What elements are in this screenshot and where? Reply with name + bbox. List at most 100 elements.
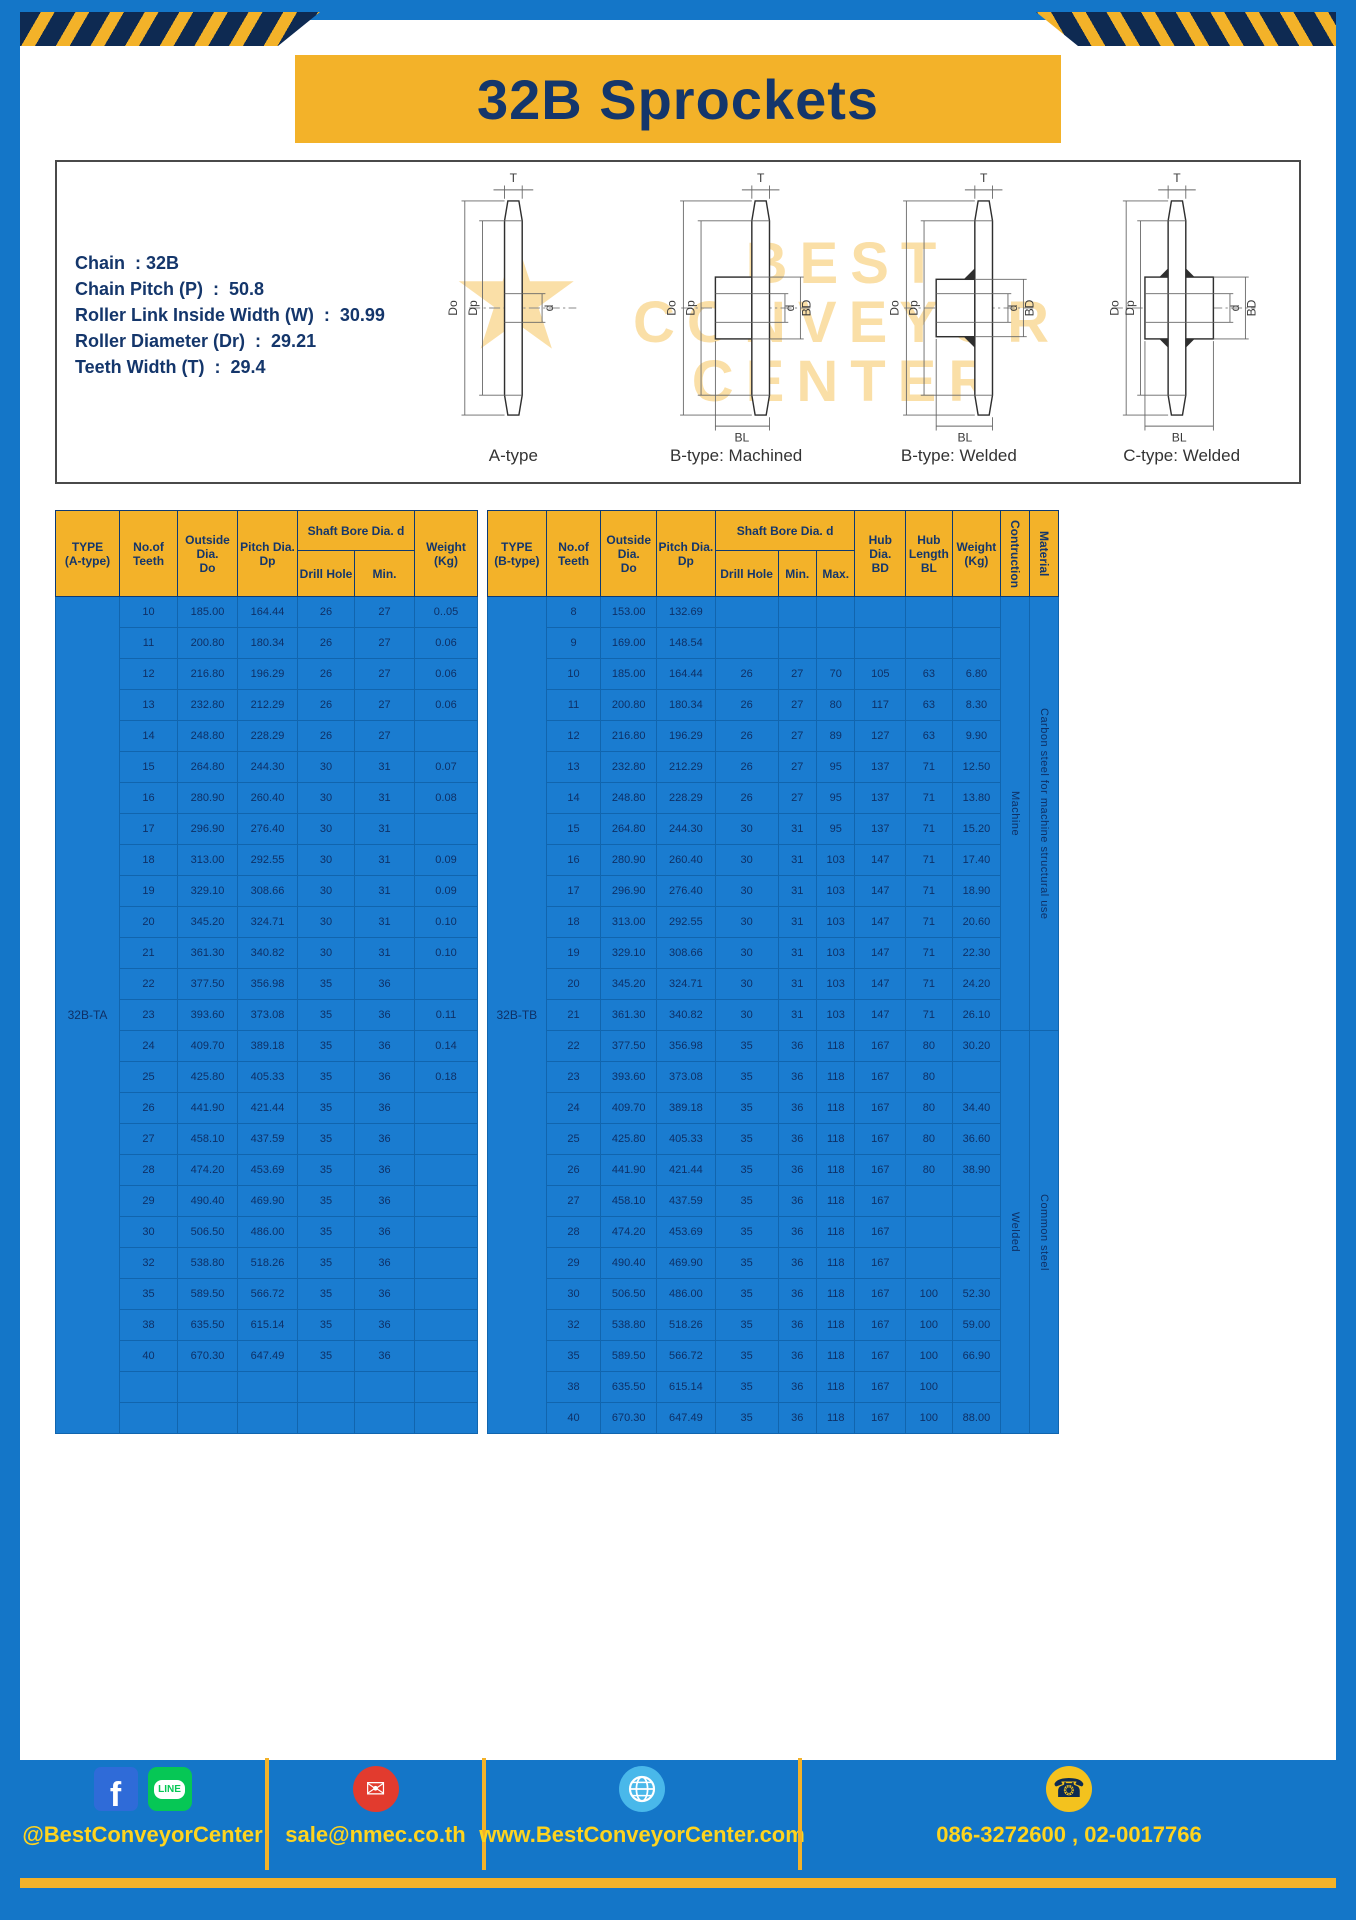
table-cell: 118 <box>815 1278 856 1310</box>
col-header-min: Min. <box>777 550 817 597</box>
table-row: 20 345.20 324.71 30 31 103 147 71 24.20 <box>488 968 1059 1000</box>
table-cell: 19 <box>119 875 178 907</box>
table-row: 21 361.30 340.82 30 31 103 147 71 26.10 <box>488 999 1059 1031</box>
table-cell: 31 <box>777 999 817 1031</box>
table-cell: 38 <box>119 1309 178 1341</box>
table-cell: 36 <box>777 1340 817 1372</box>
table-cell: 36 <box>354 1061 415 1093</box>
footer-website-section: www.BestConveyorCenter.com <box>479 1758 805 1876</box>
table-cell: 95 <box>815 813 856 845</box>
table-cell: 6.80 <box>951 658 1002 690</box>
table-cell: 35 <box>714 1278 779 1310</box>
table-cell: 35 <box>714 1123 779 1155</box>
table-cell: 30 <box>297 937 355 969</box>
table-cell: 36 <box>354 968 415 1000</box>
table-cell: 40 <box>119 1340 178 1372</box>
table-cell: 71 <box>905 751 953 783</box>
table-cell: 118 <box>815 1247 856 1279</box>
table-cell: 518.26 <box>656 1309 716 1341</box>
table-cell: 35 <box>119 1278 178 1310</box>
table-a-header: TYPE (A-type) No.of Teeth Outside Dia. D… <box>55 510 478 597</box>
table-cell: 31 <box>354 813 415 845</box>
table-row: 16 280.90 260.40 30 31 0.08 <box>56 782 478 814</box>
table-cell: 16 <box>119 782 178 814</box>
table-cell: 393.60 <box>600 1061 658 1093</box>
watermark-line: BEST <box>745 231 949 296</box>
table-cell <box>951 1061 1002 1093</box>
table-cell: 9 <box>545 627 602 659</box>
table-cell: 0.09 <box>414 875 478 907</box>
table-cell: 89 <box>815 720 856 752</box>
table-cell <box>414 1092 478 1124</box>
table-cell: 373.08 <box>237 999 298 1031</box>
diagram-panel: ★ BEST CONVEYOR CENTER Chain : 32B Chain… <box>55 160 1301 484</box>
table-row: 32 538.80 518.26 35 36 118 167 100 59.00 <box>488 1309 1059 1341</box>
dim-label-BL: BL <box>734 431 749 445</box>
col-header-weight: Weight (Kg) <box>951 510 1002 597</box>
table-cell: 486.00 <box>237 1216 298 1248</box>
table-cell: 280.90 <box>177 782 238 814</box>
table-cell: 118 <box>815 1185 856 1217</box>
table-row: 11 200.80 180.34 26 27 80 117 63 8.30 <box>488 689 1059 721</box>
table-cell: 63 <box>905 658 953 690</box>
table-cell: 30 <box>119 1216 178 1248</box>
table-cell: 31 <box>777 906 817 938</box>
table-cell: 19 <box>545 937 602 969</box>
table-row: 14 248.80 228.29 26 27 95 137 71 13.80 <box>488 782 1059 814</box>
table-cell: 27 <box>354 720 415 752</box>
table-cell: 27 <box>354 596 415 628</box>
table-cell: 490.40 <box>600 1247 658 1279</box>
table-cell: 27 <box>545 1185 602 1217</box>
table-cell: 80 <box>815 689 856 721</box>
table-cell: 26 <box>119 1092 178 1124</box>
table-cell: 185.00 <box>600 658 658 690</box>
table-cell: 260.40 <box>656 844 716 876</box>
table-cell: 566.72 <box>237 1278 298 1310</box>
table-cell: 216.80 <box>600 720 658 752</box>
table-cell: 405.33 <box>656 1123 716 1155</box>
dim-label-Do: Do <box>446 300 460 316</box>
table-cell: 31 <box>777 813 817 845</box>
table-row: 11 200.80 180.34 26 27 0.06 <box>56 627 478 659</box>
table-cell: 167 <box>854 1371 907 1403</box>
table-cell: 63 <box>905 720 953 752</box>
table-cell: 137 <box>854 751 907 783</box>
table-cell: 196.29 <box>237 658 298 690</box>
table-cell: 22 <box>545 1030 602 1062</box>
table-cell: 100 <box>905 1278 953 1310</box>
table-cell: 15 <box>119 751 178 783</box>
dim-label-Do: Do <box>664 300 678 316</box>
table-cell: 615.14 <box>656 1371 716 1403</box>
table-cell: 167 <box>854 1185 907 1217</box>
figure-b-type-welded: T Do Dp d BD <box>848 170 1071 478</box>
table-cell: 26 <box>714 658 779 690</box>
table-cell: 153.00 <box>600 596 658 628</box>
table-cell: 35 <box>297 1340 355 1372</box>
table-cell: 95 <box>815 751 856 783</box>
table-cell: 29 <box>545 1247 602 1279</box>
table-cell: 180.34 <box>237 627 298 659</box>
globe-graphic <box>628 1775 656 1803</box>
table-cell: 232.80 <box>177 689 238 721</box>
footer-divider <box>265 1758 269 1870</box>
table-cell: 200.80 <box>600 689 658 721</box>
table-cell: 36 <box>354 1309 415 1341</box>
spec-line-chain: Chain : 32B <box>75 253 180 273</box>
table-cell: 118 <box>815 1154 856 1186</box>
table-cell: 103 <box>815 906 856 938</box>
table-cell: 16 <box>545 844 602 876</box>
table-cell <box>414 1154 478 1186</box>
table-cell: 63 <box>905 689 953 721</box>
table-cell: 670.30 <box>600 1402 658 1434</box>
table-cell: 80 <box>905 1092 953 1124</box>
table-cell: 35 <box>714 1247 779 1279</box>
table-cell: 35 <box>297 1092 355 1124</box>
table-cell: 30 <box>297 782 355 814</box>
type-cell: 32B-TB <box>487 596 547 1434</box>
table-cell: 0.07 <box>414 751 478 783</box>
table-cell: 167 <box>854 1092 907 1124</box>
figure-caption: B-type: Machined <box>669 446 803 465</box>
table-cell <box>414 1309 478 1341</box>
table-row: 23 393.60 373.08 35 36 118 167 80 <box>488 1061 1059 1093</box>
globe-icon <box>619 1766 665 1812</box>
